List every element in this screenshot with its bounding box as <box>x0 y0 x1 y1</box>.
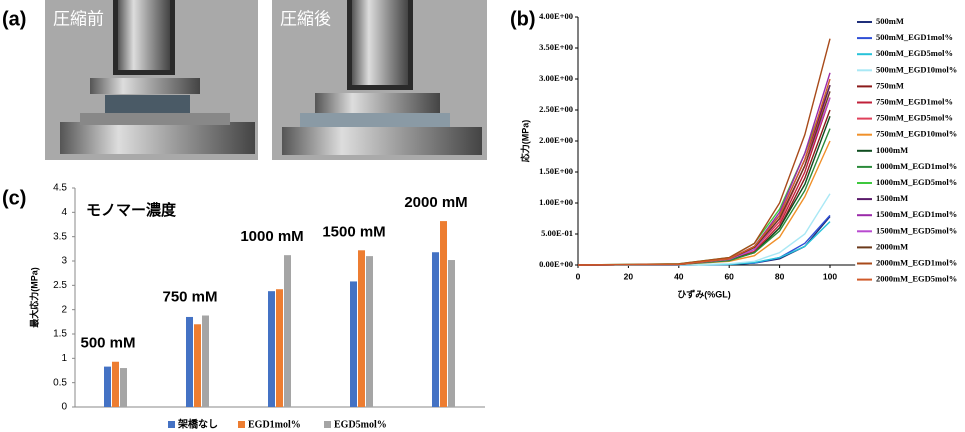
legend-swatch <box>168 421 175 428</box>
y-tick-label: 1.5 <box>53 329 67 340</box>
series-line <box>577 84 831 266</box>
bar <box>104 366 111 407</box>
x-tick-label: 60 <box>724 271 734 281</box>
series-line <box>577 84 831 266</box>
x-tick-label: 0 <box>576 271 581 281</box>
legend-label: 2000mM_EGD1mol% <box>876 257 957 267</box>
legend-label: 750mM_EGD5mol% <box>876 113 953 123</box>
category-label: 1000 mM <box>240 228 303 245</box>
y-tick-label: 4 <box>61 207 67 218</box>
y-tick-label: 0 <box>61 402 67 413</box>
legend-label: 500mM <box>876 16 904 26</box>
y-tick-label: 4.00E+00 <box>539 11 573 21</box>
y-tick-label: 0.00E+00 <box>539 259 573 269</box>
legend-label: EGD5mol% <box>334 419 387 430</box>
bar <box>448 260 455 407</box>
legend-label: 500mM_EGD10mol% <box>876 64 957 74</box>
series-line <box>577 38 831 266</box>
series-line <box>577 84 831 266</box>
series-line <box>578 216 831 266</box>
legend-label: 500mM_EGD5mol% <box>876 48 953 58</box>
category-label: 2000 mM <box>404 194 467 211</box>
x-axis-label: ひずみ(%GL) <box>677 288 731 299</box>
panel-label: (a) <box>2 8 26 30</box>
y-tick-label: 5.00E-01 <box>541 228 573 238</box>
bar <box>202 315 209 407</box>
y-tick-label: 0.5 <box>53 377 67 388</box>
panel-label: (c) <box>2 187 26 209</box>
series-line <box>577 78 831 266</box>
y-tick-label: 3.5 <box>53 231 67 242</box>
category-label: 500 mM <box>80 335 135 352</box>
bar <box>432 252 439 407</box>
legend-label: 1000mM_EGD1mol% <box>876 161 957 171</box>
legend-label: 1500mM_EGD1mol% <box>876 209 957 219</box>
x-tick-label: 40 <box>674 271 684 281</box>
photo: 圧縮後 <box>272 0 487 160</box>
bar <box>194 324 201 407</box>
y-tick-label: 4.5 <box>53 183 67 194</box>
bar <box>120 368 127 407</box>
legend-label: 1500mM_EGD5mol% <box>876 225 957 235</box>
legend-label: 2000mM_EGD5mol% <box>876 274 957 284</box>
y-tick-label: 2.50E+00 <box>539 104 573 114</box>
y-tick-label: 3.50E+00 <box>539 42 573 52</box>
bar <box>366 256 373 407</box>
bar <box>358 250 365 407</box>
annotation: モノマー濃度 <box>86 201 177 219</box>
x-tick-label: 20 <box>624 271 634 281</box>
y-axis-label: 応力(MPa) <box>519 120 530 163</box>
legend-label: 750mM_EGD10mol% <box>876 129 957 139</box>
legend-label: 500mM_EGD1mol% <box>876 32 953 42</box>
y-tick-label: 2 <box>61 304 67 315</box>
y-tick-label: 3 <box>61 256 67 267</box>
legend-label: 750mM_EGD1mol% <box>876 96 953 106</box>
legend-swatch <box>238 421 245 428</box>
panel-label: (b) <box>510 8 536 30</box>
legend-label: 2000mM <box>876 241 908 251</box>
bar <box>268 291 275 407</box>
bar <box>112 361 119 407</box>
y-tick-label: 1 <box>61 353 67 364</box>
legend-label: EGD1mol% <box>248 419 301 430</box>
legend-label: 750mM <box>876 80 904 90</box>
series-line <box>577 91 831 266</box>
photo-caption: 圧縮後 <box>280 9 331 28</box>
bar <box>350 281 357 407</box>
y-axis-label: 最大応力(MPa) <box>28 267 39 328</box>
category-label: 1500 mM <box>322 223 385 240</box>
bar <box>284 255 291 407</box>
legend-label: 1500mM <box>876 193 908 203</box>
category-label: 750 mM <box>162 288 217 305</box>
bar <box>276 289 283 407</box>
y-tick-label: 3.00E+00 <box>539 73 573 83</box>
y-tick-label: 2.5 <box>53 280 67 291</box>
legend-swatch <box>324 421 331 428</box>
legend-label: 架橋なし <box>177 417 218 430</box>
bar <box>186 316 193 407</box>
y-tick-label: 1.00E+00 <box>539 197 573 207</box>
y-tick-label: 1.50E+00 <box>539 166 573 176</box>
bar <box>440 221 447 407</box>
y-tick-label: 2.00E+00 <box>539 135 573 145</box>
legend-label: 1000mM <box>876 145 908 155</box>
photo-caption: 圧縮前 <box>53 9 104 28</box>
photo: 圧縮前 <box>45 0 258 160</box>
x-tick-label: 80 <box>775 271 785 281</box>
legend-label: 1000mM_EGD5mol% <box>876 177 957 187</box>
x-tick-label: 100 <box>823 271 837 281</box>
series-line <box>578 214 831 266</box>
